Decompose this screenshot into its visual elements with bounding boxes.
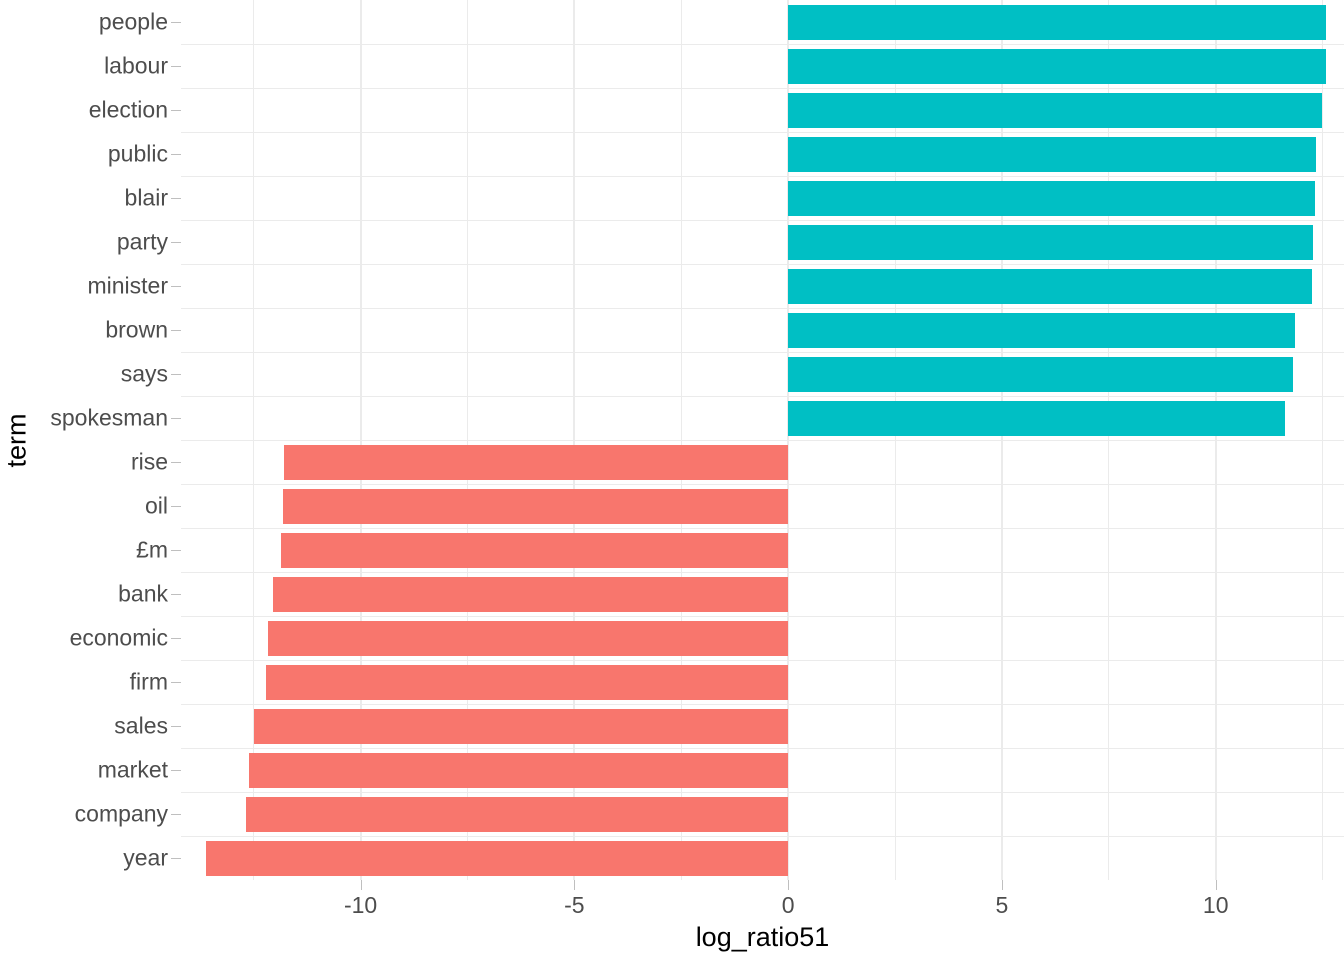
bar-m	[281, 532, 789, 568]
gridline-horizontal-minor	[181, 307, 1344, 309]
gridline-horizontal-minor	[181, 791, 1344, 793]
y-axis-label: oil	[144, 492, 168, 519]
y-axis-tick	[171, 814, 181, 815]
x-axis-title-text: log_ratio51	[695, 922, 830, 952]
y-axis-label: says	[120, 360, 168, 387]
bar-minister	[788, 268, 1313, 304]
y-axis-tick	[171, 594, 181, 595]
bar-people	[788, 4, 1327, 40]
x-axis-tick	[1215, 880, 1217, 890]
bar-sales	[254, 708, 789, 744]
y-axis-tick	[171, 374, 181, 375]
y-axis-tick	[171, 550, 181, 551]
bar-bank	[272, 576, 789, 612]
x-axis-tick	[788, 880, 790, 890]
y-axis-tick	[171, 770, 181, 771]
gridline-horizontal-minor	[181, 571, 1344, 573]
y-axis-label: brown	[105, 316, 168, 343]
y-axis-label: company	[74, 800, 168, 827]
x-axis-tick-labels: -10 -5 0 5 10	[181, 892, 1344, 926]
gridline-horizontal-minor	[181, 263, 1344, 265]
bar-market	[248, 752, 789, 788]
y-axis-label: bank	[118, 580, 168, 607]
gridline-horizontal-minor	[181, 659, 1344, 661]
plot-panel	[181, 0, 1344, 880]
y-axis-title: term	[0, 0, 34, 880]
y-axis-tick	[171, 418, 181, 419]
y-axis-tick-labels: people labour election public blair party mini…	[34, 0, 168, 880]
gridline-horizontal-minor	[181, 219, 1344, 221]
bar-brown	[788, 312, 1295, 348]
y-axis-tick	[171, 506, 181, 507]
y-axis-tick	[171, 286, 181, 287]
x-axis-title: log_ratio51	[181, 922, 1344, 960]
y-axis-label: sales	[114, 712, 168, 739]
bar-blair	[788, 180, 1315, 216]
y-axis-label: year	[123, 844, 168, 871]
gridline-horizontal-minor	[181, 615, 1344, 617]
x-axis-tick	[574, 880, 576, 890]
gridline-horizontal-minor	[181, 351, 1344, 353]
x-axis-tick	[360, 880, 362, 890]
y-axis-tick	[171, 682, 181, 683]
bar-says	[788, 356, 1294, 392]
x-axis-label: 0	[781, 892, 795, 918]
bar-economic	[267, 620, 789, 656]
y-axis-tick	[171, 242, 181, 243]
gridline-horizontal-minor	[181, 703, 1344, 705]
y-axis-tick	[171, 154, 181, 155]
bar-spokesman	[788, 400, 1285, 436]
y-axis-label: party	[116, 228, 168, 255]
bar-labour	[788, 48, 1326, 84]
y-axis-tick	[171, 330, 181, 331]
x-axis-tick-marks	[181, 880, 1344, 892]
y-axis-label: election	[88, 96, 168, 123]
gridline-horizontal-minor	[181, 87, 1344, 89]
bar-public	[788, 136, 1316, 172]
y-axis-tick	[171, 462, 181, 463]
x-axis-label: -10	[343, 892, 378, 918]
y-axis-label: firm	[129, 668, 168, 695]
gridline-horizontal-minor	[181, 439, 1344, 441]
y-axis-tick	[171, 638, 181, 639]
y-axis-label: public	[107, 140, 168, 167]
bar-rise	[284, 444, 789, 480]
x-axis-tick	[1001, 880, 1003, 890]
y-axis-tick	[171, 22, 181, 23]
y-axis-label: spokesman	[50, 404, 168, 431]
y-axis-label: labour	[104, 52, 168, 79]
gridline-horizontal-minor	[181, 835, 1344, 837]
gridline-horizontal-minor	[181, 43, 1344, 45]
y-axis-tick	[171, 858, 181, 859]
y-axis-label: rise	[130, 448, 168, 475]
x-axis-label: 10	[1202, 892, 1229, 918]
bar-oil	[282, 488, 789, 524]
y-axis-label: blair	[124, 184, 168, 211]
x-axis-label: -5	[564, 892, 585, 918]
x-axis-label: 5	[995, 892, 1009, 918]
y-axis-title-text: term	[1, 413, 32, 467]
y-axis-tick	[171, 726, 181, 727]
bar-election	[788, 92, 1322, 128]
gridline-horizontal-minor	[181, 483, 1344, 485]
y-axis-tick-marks	[168, 0, 181, 880]
gridline-horizontal-minor	[181, 395, 1344, 397]
bar-company	[246, 796, 789, 832]
y-axis-tick	[171, 110, 181, 111]
y-axis-label: market	[97, 756, 168, 783]
bar-party	[788, 224, 1314, 260]
gridline-horizontal-minor	[181, 527, 1344, 529]
gridline-horizontal-minor	[181, 175, 1344, 177]
gridline-horizontal-minor	[181, 131, 1344, 133]
y-axis-label: £m	[136, 536, 168, 563]
bar-year	[206, 840, 789, 876]
y-axis-label: minister	[87, 272, 168, 299]
y-axis-tick	[171, 198, 181, 199]
y-axis-label: people	[98, 8, 168, 35]
gridline-horizontal-minor	[181, 747, 1344, 749]
y-axis-tick	[171, 66, 181, 67]
y-axis-label: economic	[69, 624, 168, 651]
bar-firm	[266, 664, 789, 700]
